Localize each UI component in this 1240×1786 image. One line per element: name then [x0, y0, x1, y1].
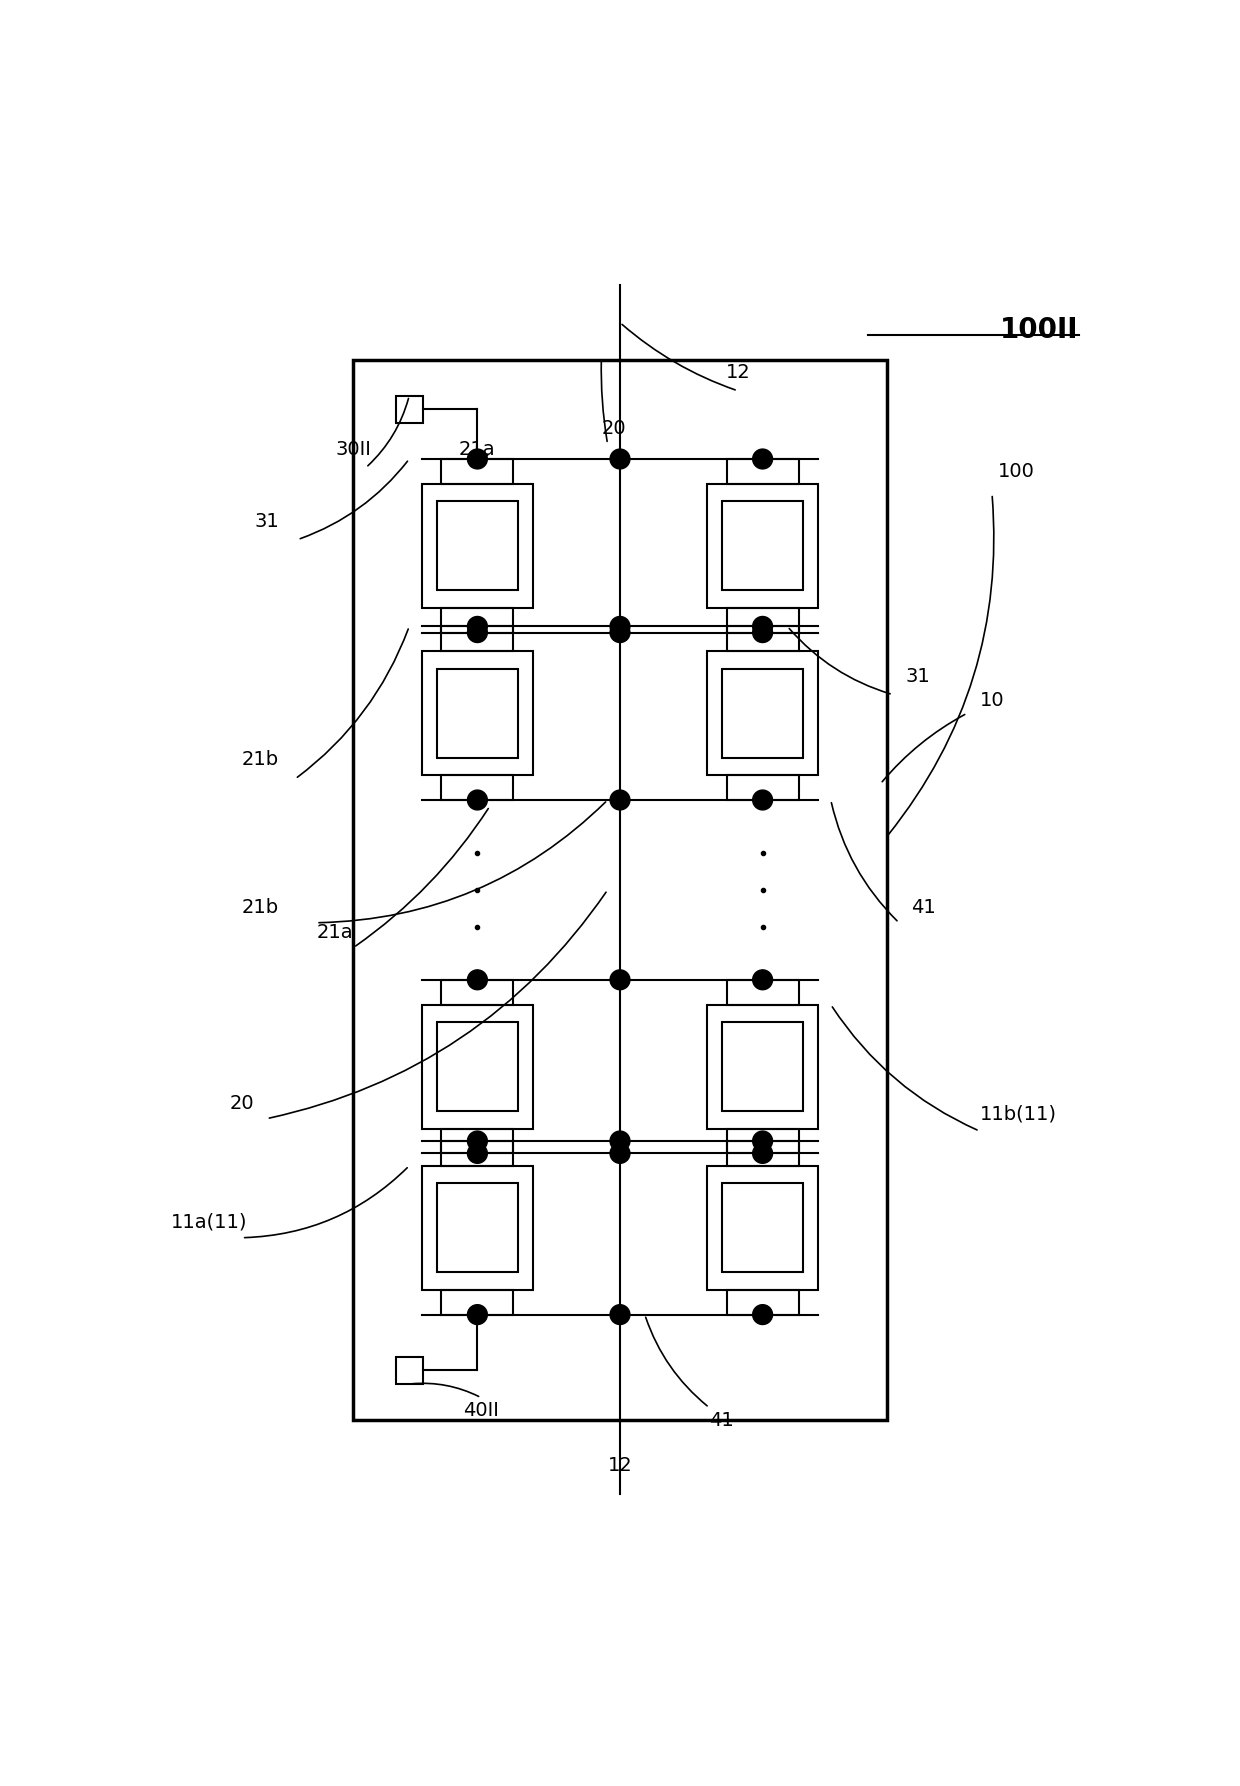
- Circle shape: [753, 789, 773, 809]
- Bar: [422, 484, 533, 607]
- Bar: [441, 627, 513, 652]
- Text: 21a: 21a: [459, 439, 496, 459]
- Text: 31: 31: [905, 666, 930, 686]
- Bar: [727, 627, 799, 652]
- Bar: [727, 1289, 799, 1314]
- Bar: [441, 981, 513, 1004]
- Circle shape: [753, 616, 773, 636]
- Bar: [707, 1166, 818, 1289]
- Circle shape: [753, 970, 773, 989]
- Circle shape: [467, 1143, 487, 1163]
- Circle shape: [467, 616, 487, 636]
- Bar: [441, 1129, 513, 1154]
- Bar: [707, 652, 818, 775]
- Circle shape: [610, 448, 630, 470]
- Circle shape: [753, 448, 773, 470]
- Bar: [727, 775, 799, 800]
- Circle shape: [753, 623, 773, 643]
- Circle shape: [753, 1143, 773, 1163]
- Circle shape: [753, 1131, 773, 1150]
- Bar: [727, 1129, 799, 1154]
- Text: 12: 12: [608, 1456, 632, 1475]
- Bar: [438, 502, 517, 591]
- Circle shape: [467, 623, 487, 643]
- Text: 10: 10: [980, 691, 1004, 711]
- Text: 21b: 21b: [242, 750, 279, 768]
- Bar: [396, 1357, 423, 1384]
- Bar: [441, 459, 513, 484]
- Bar: [438, 1022, 517, 1111]
- Bar: [441, 1289, 513, 1314]
- Bar: [422, 652, 533, 775]
- Circle shape: [610, 789, 630, 809]
- Text: 41: 41: [709, 1411, 734, 1429]
- Bar: [727, 607, 799, 632]
- Bar: [723, 502, 802, 591]
- Bar: [396, 396, 423, 423]
- Bar: [441, 1141, 513, 1166]
- Text: 40II: 40II: [464, 1400, 498, 1420]
- Bar: [727, 1141, 799, 1166]
- Bar: [707, 1004, 818, 1129]
- Bar: [707, 484, 818, 607]
- Circle shape: [467, 448, 487, 470]
- Bar: [422, 1004, 533, 1129]
- Circle shape: [610, 616, 630, 636]
- Text: 41: 41: [911, 898, 936, 918]
- Bar: [727, 981, 799, 1004]
- Text: 30II: 30II: [336, 439, 371, 459]
- Text: 11a(11): 11a(11): [171, 1213, 248, 1231]
- Text: 20: 20: [229, 1095, 254, 1113]
- Bar: [727, 459, 799, 484]
- Bar: [723, 1182, 802, 1272]
- Text: 100II: 100II: [1001, 316, 1079, 345]
- Circle shape: [753, 1306, 773, 1325]
- Bar: [422, 1166, 533, 1289]
- Bar: [441, 607, 513, 632]
- Circle shape: [610, 623, 630, 643]
- Circle shape: [467, 970, 487, 989]
- Bar: [438, 1182, 517, 1272]
- Text: 31: 31: [254, 511, 279, 530]
- Circle shape: [467, 1306, 487, 1325]
- Circle shape: [610, 970, 630, 989]
- Bar: [353, 359, 887, 1420]
- Text: 21b: 21b: [242, 898, 279, 918]
- Bar: [723, 1022, 802, 1111]
- Bar: [441, 775, 513, 800]
- Circle shape: [610, 1143, 630, 1163]
- Circle shape: [610, 1306, 630, 1325]
- Circle shape: [610, 1131, 630, 1150]
- Text: 11b(11): 11b(11): [980, 1104, 1056, 1123]
- Text: 21a: 21a: [316, 923, 353, 943]
- Text: 100: 100: [998, 463, 1035, 480]
- Bar: [723, 668, 802, 757]
- Circle shape: [467, 789, 487, 809]
- Circle shape: [467, 1131, 487, 1150]
- Text: 12: 12: [725, 363, 750, 382]
- Text: 20: 20: [601, 418, 626, 438]
- Bar: [438, 668, 517, 757]
